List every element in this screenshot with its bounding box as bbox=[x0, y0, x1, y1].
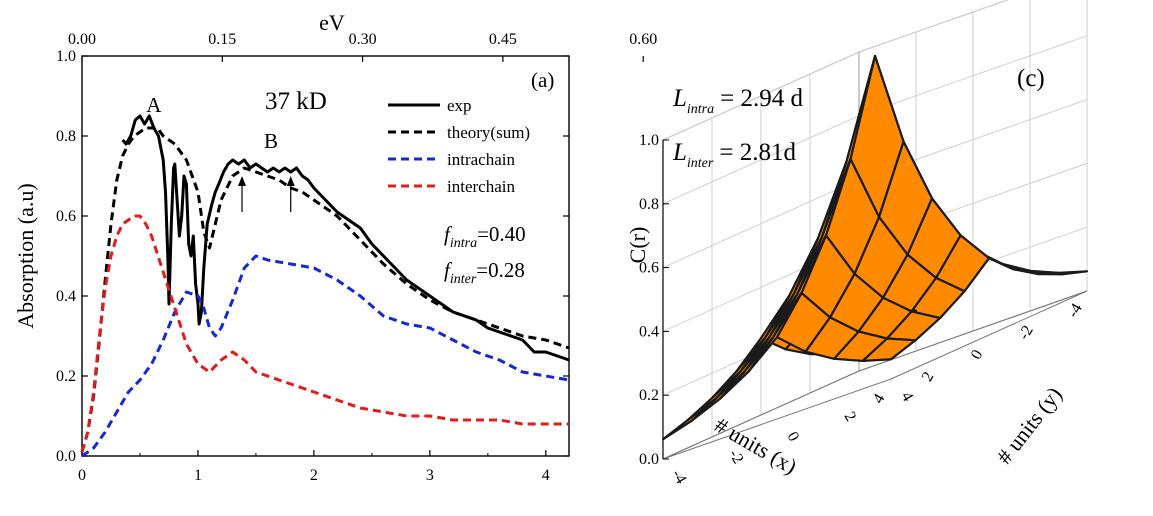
l-intra-sub: intra bbox=[687, 102, 714, 117]
legend-label-interchain: interchain bbox=[447, 177, 515, 196]
y-axis-label-c: # units (y) bbox=[991, 382, 1066, 469]
surface-cell bbox=[661, 397, 718, 441]
y-tick-label: 0.2 bbox=[56, 368, 76, 385]
x-tick-label: 4 bbox=[870, 391, 889, 406]
legend: exp theory(sum) intrachain interchain bbox=[388, 96, 530, 196]
top-axis-label: eV bbox=[319, 10, 345, 35]
x-tick-label: 2 bbox=[919, 369, 938, 384]
y-tick-label: -4 bbox=[668, 467, 689, 487]
fit-parameters: fintra=0.40 finter=0.28 bbox=[444, 222, 526, 287]
f-inter-symbol: f bbox=[444, 258, 453, 282]
top-tick-label: 0.15 bbox=[208, 31, 236, 48]
y-tick-label: 0.6 bbox=[56, 208, 76, 225]
y-tick-label: 1.0 bbox=[56, 48, 76, 65]
top-tick-label: 0.60 bbox=[629, 31, 657, 48]
sample-label: 37 kD bbox=[265, 88, 327, 115]
z-tick-label: 0.6 bbox=[639, 260, 659, 277]
f-inter-sub: inter bbox=[450, 272, 477, 287]
arrow-head bbox=[286, 176, 295, 186]
y-axis-label: Absorption (a.u) bbox=[13, 183, 38, 328]
panel-label-c: (c) bbox=[1017, 65, 1045, 92]
peak-label-b: B bbox=[264, 129, 278, 153]
surface-mesh bbox=[661, 54, 1089, 441]
panel-a-absorption-chart: 0 1 2 3 40.00.20.40.60.81.00.00 0.15 0.30 0.45 0… bbox=[13, 10, 657, 484]
x-axis-label: # units (x) bbox=[710, 412, 801, 479]
peak-label-a: A bbox=[146, 93, 162, 117]
f-intra-value: =0.40 bbox=[477, 222, 526, 246]
series-line-theorysum bbox=[80, 126, 570, 453]
f-inter-value: =0.28 bbox=[476, 258, 525, 282]
l-intra-symbol: L bbox=[672, 85, 687, 112]
z-tick-label: 0.4 bbox=[639, 323, 659, 340]
x-tick-label: 3 bbox=[426, 467, 434, 484]
x-tick-label: -4 bbox=[1064, 301, 1085, 321]
x-tick-label: -2 bbox=[1015, 323, 1036, 343]
y-tick-label: 4 bbox=[898, 389, 917, 404]
z-tick-label: 0.2 bbox=[639, 387, 659, 404]
axis-ticks: 0 1 2 3 40.00.20.40.60.81.00.00 0.15 0.30 0.45 0… bbox=[56, 31, 657, 484]
arrow-head bbox=[238, 176, 247, 186]
wall-grid-line bbox=[662, 0, 1009, 141]
top-tick-label: 0.45 bbox=[489, 31, 517, 48]
series-line-interchain bbox=[80, 214, 569, 453]
plot-frame bbox=[81, 55, 570, 457]
f-intra-sub: intra bbox=[450, 236, 477, 251]
panel-label-a: (a) bbox=[531, 68, 554, 92]
f-intra-text: fintra=0.40 bbox=[444, 222, 526, 251]
floor-frame bbox=[662, 290, 1088, 460]
series-lines bbox=[80, 114, 570, 458]
legend-label-intrachain: intrachain bbox=[447, 150, 515, 169]
f-intra-symbol: f bbox=[444, 222, 453, 246]
legend-label-theory: theory(sum) bbox=[447, 123, 530, 142]
x-tick-label: 2 bbox=[310, 467, 318, 484]
l-inter-sub: inter bbox=[687, 156, 714, 171]
x-tick-label: 4 bbox=[542, 467, 550, 484]
y-tick-label: 0.0 bbox=[56, 448, 76, 465]
series-line-exp bbox=[121, 114, 570, 362]
y-tick-label: 0.8 bbox=[56, 128, 76, 145]
l-inter-symbol: L bbox=[672, 139, 687, 166]
l-intra-text: Lintra = 2.94 d bbox=[672, 85, 803, 117]
z-axis-label: C(r) bbox=[625, 227, 650, 264]
z-tick-label: 0.8 bbox=[639, 196, 659, 213]
z-tick-label: 1.0 bbox=[639, 132, 659, 149]
y-tick-label: 0 bbox=[784, 429, 803, 444]
series-line-intrachain bbox=[81, 254, 570, 458]
x-tick-label: 0 bbox=[78, 467, 86, 484]
x-tick-label: 0 bbox=[968, 347, 987, 362]
correlation-length-annotations: Lintra = 2.94 d Linter = 2.81d bbox=[672, 85, 803, 171]
z-tick-label: 0.0 bbox=[639, 451, 659, 468]
l-inter-value: = 2.81d bbox=[719, 139, 796, 166]
y-tick-label: 0.4 bbox=[56, 288, 76, 305]
top-tick-label: 0.30 bbox=[349, 31, 377, 48]
l-intra-value: = 2.94 d bbox=[720, 85, 803, 112]
f-inter-text: finter=0.28 bbox=[444, 258, 525, 287]
legend-label-exp: exp bbox=[447, 96, 472, 115]
l-inter-text: Linter = 2.81d bbox=[672, 139, 796, 171]
top-tick-label: 0.00 bbox=[68, 31, 96, 48]
y-tick-label: 2 bbox=[841, 409, 860, 424]
x-tick-label: 1 bbox=[194, 467, 202, 484]
peak-arrows bbox=[238, 176, 295, 212]
